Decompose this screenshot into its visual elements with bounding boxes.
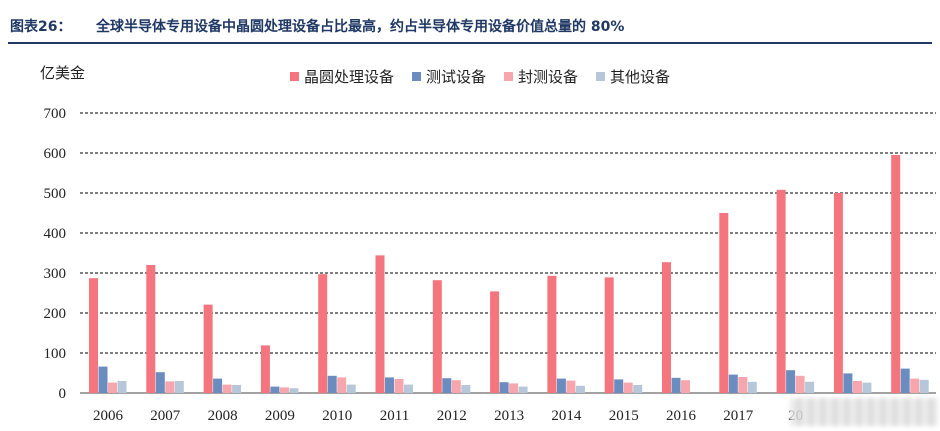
bar-2017-2 [728, 374, 738, 393]
legend-label-test: 测试设备 [426, 68, 487, 86]
legend-swatch-wafer [290, 72, 299, 81]
header-divider [8, 42, 932, 44]
bar-2012-2 [442, 378, 452, 393]
bar-2015-1 [604, 277, 614, 393]
bar-2015-3 [623, 382, 633, 393]
bar-2007-1 [146, 265, 156, 393]
bar-2015-4 [633, 385, 643, 393]
legend-item-other: 其他设备 [596, 66, 670, 87]
bar-2011-4 [404, 384, 413, 393]
bar-2014-1 [547, 275, 557, 393]
legend-label-package: 封测设备 [518, 68, 579, 86]
bar-2006-4 [117, 381, 127, 393]
bar-2014-3 [566, 380, 576, 393]
chart-legend: 晶圆处理设备 测试设备 封测设备 其他设备 [290, 66, 670, 87]
bar-2010-2 [327, 375, 337, 393]
bar-2011-1 [375, 255, 385, 393]
bar-2019-3 [852, 381, 862, 393]
y-tick-label: 100 [44, 346, 67, 362]
bar-2009-4 [289, 388, 299, 393]
bar-2008-3 [222, 384, 232, 393]
bar-2020-4 [919, 379, 929, 393]
bar-2006-1 [89, 278, 98, 393]
x-tick-label: 2008 [208, 408, 238, 424]
bar-2011-2 [385, 377, 394, 393]
bar-2007-4 [174, 381, 184, 393]
figure-title: 全球半导体专用设备中晶圆处理设备占比最高，约占半导体专用设备价值总量的 80% [96, 19, 625, 35]
legend-swatch-other [596, 72, 606, 81]
bar-2019-1 [833, 193, 843, 393]
bar-2016-2 [671, 377, 681, 393]
y-tick-label: 600 [44, 146, 67, 162]
legend-label-wafer: 晶圆处理设备 [304, 68, 395, 86]
bar-2007-3 [165, 381, 175, 393]
bar-2020-2 [900, 368, 910, 393]
y-tick-label: 400 [44, 226, 67, 242]
bar-2012-3 [451, 380, 461, 393]
y-tick-label: 200 [44, 306, 67, 322]
bar-2016-3 [681, 380, 690, 393]
bar-2007-2 [155, 372, 165, 393]
bar-2019-4 [862, 382, 872, 393]
y-tick-label: 700 [44, 106, 67, 122]
legend-item-test: 测试设备 [412, 66, 486, 87]
bar-2017-3 [738, 377, 748, 393]
legend-item-package: 封测设备 [504, 66, 578, 87]
bar-2009-3 [279, 387, 289, 393]
x-tick-label: 2016 [666, 408, 697, 424]
bar-2013-4 [518, 386, 528, 393]
bar-2010-3 [337, 377, 347, 393]
bar-2012-1 [432, 280, 442, 393]
y-tick-label: 500 [44, 186, 67, 202]
bar-2011-3 [394, 379, 404, 393]
x-tick-label: 2006 [93, 408, 124, 424]
bar-2008-4 [232, 385, 242, 393]
blurred-watermark [790, 398, 938, 426]
legend-swatch-test [412, 72, 422, 81]
x-tick-label: 2015 [609, 408, 639, 424]
y-tick-label: 0 [59, 386, 67, 402]
bar-2006-2 [98, 366, 108, 393]
x-tick-label: 2010 [322, 408, 352, 424]
y-axis-unit-label: 亿美金 [40, 64, 86, 82]
legend-item-wafer: 晶圆处理设备 [290, 66, 394, 87]
bar-2006-3 [108, 382, 117, 393]
bar-2010-4 [346, 384, 356, 393]
x-tick-label: 2011 [380, 408, 409, 424]
bar-2018-3 [795, 375, 805, 393]
bar-2018-2 [786, 370, 796, 393]
legend-label-other: 其他设备 [610, 68, 671, 86]
bar-2017-4 [747, 381, 757, 393]
bar-2014-4 [575, 385, 585, 393]
bar-2016-1 [662, 262, 671, 393]
bar-2013-2 [499, 382, 509, 393]
bar-2018-1 [776, 189, 786, 393]
x-tick-label: 2014 [551, 408, 582, 424]
bar-2008-2 [213, 378, 223, 393]
bar-2010-1 [318, 274, 328, 393]
bar-2017-1 [719, 213, 729, 393]
bar-2014-2 [556, 378, 566, 393]
bar-2020-3 [910, 378, 920, 393]
figure-header: 图表26： 全球半导体专用设备中晶圆处理设备占比最高，约占半导体专用设备价值总量… [0, 0, 940, 44]
bar-2020-1 [891, 155, 901, 393]
bar-2019-2 [843, 373, 853, 393]
bar-2009-2 [270, 386, 280, 393]
bar-2008-1 [203, 304, 213, 393]
figure-label: 图表26： [10, 19, 72, 35]
bar-2015-2 [614, 379, 624, 393]
bar-2012-4 [461, 385, 471, 393]
x-tick-label: 2012 [437, 408, 467, 424]
bar-2009-1 [260, 345, 270, 393]
bar-2013-1 [490, 291, 500, 393]
bar-2018-4 [805, 381, 815, 393]
x-tick-label: 2017 [723, 408, 754, 424]
x-tick-label: 2007 [150, 408, 181, 424]
x-tick-label: 2009 [265, 408, 295, 424]
y-tick-label: 300 [44, 266, 67, 282]
legend-swatch-package [504, 72, 514, 81]
x-tick-label: 2013 [494, 408, 524, 424]
bar-2013-3 [509, 383, 519, 393]
